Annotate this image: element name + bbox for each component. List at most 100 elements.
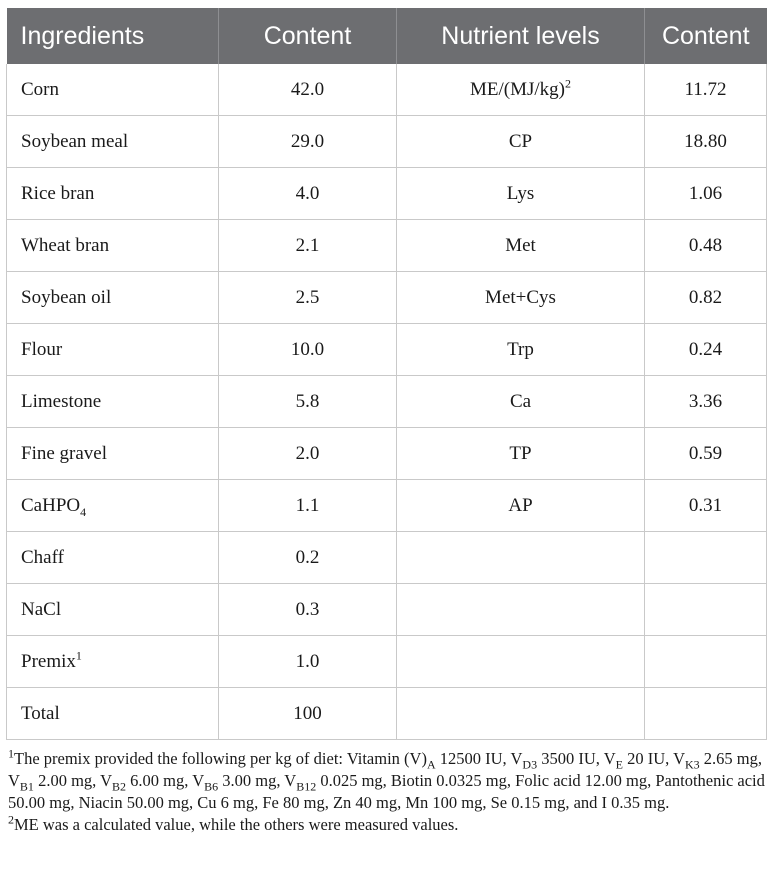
content-cell: 2.1 — [218, 219, 397, 272]
ingredient-cell-text: Premix — [21, 650, 76, 672]
ingredient-cell: Flour — [6, 323, 219, 376]
nutrient-cell-text: Ca — [509, 390, 532, 412]
content-cell: 2.0 — [218, 427, 397, 480]
ingredient-cell: Wheat bran — [6, 219, 219, 272]
table-row: Soybean oil 2.5 Met+Cys 0.82 — [6, 271, 767, 324]
ingredient-cell-text: Rice bran — [21, 182, 95, 204]
footnote-text-part: 3.00 mg, V — [218, 771, 297, 790]
content-cell-text: 5.8 — [295, 390, 320, 412]
nutrient-value-cell — [644, 583, 767, 636]
diet-composition-table: Ingredients Content Nutrient levels Cont… — [6, 8, 767, 740]
header-ingredients: Ingredients — [6, 8, 219, 64]
footnote-text-part: 20 IU, V — [622, 749, 685, 768]
content-cell-text: 2.5 — [295, 286, 320, 308]
nutrient-cell — [396, 583, 645, 636]
table-row: Flour 10.0 Trp 0.24 — [6, 323, 767, 376]
table-row: Rice bran 4.0 Lys 1.06 — [6, 167, 767, 220]
content-cell: 5.8 — [218, 375, 397, 428]
nutrient-value-cell: 0.24 — [644, 323, 767, 376]
content-cell: 1.1 — [218, 479, 397, 532]
nutrient-value-cell: 3.36 — [644, 375, 767, 428]
content-cell-text: 1.1 — [295, 494, 320, 516]
content-cell: 100 — [218, 687, 397, 740]
nutrient-value-cell-text: 11.72 — [684, 78, 727, 100]
content-cell: 42.0 — [218, 64, 397, 116]
footnote-text-part: 2.65 mg, V — [8, 749, 762, 790]
nutrient-cell-text: Met — [505, 234, 536, 256]
nutrient-cell: Met+Cys — [396, 271, 645, 324]
nutrient-footnote-mark: 2 — [565, 76, 571, 91]
footnote-subscript: A — [426, 757, 436, 772]
nutrient-cell-text: Lys — [506, 182, 535, 204]
table-row: NaCl 0.3 — [6, 583, 767, 636]
nutrient-cell: Lys — [396, 167, 645, 220]
nutrient-value-cell-text: 1.06 — [688, 182, 723, 204]
footnote-subscript: K3 — [684, 757, 700, 772]
content-cell-text: 0.2 — [295, 546, 320, 568]
nutrient-cell: Ca — [396, 375, 645, 428]
ingredient-cell-text: Corn — [21, 78, 59, 100]
table-row: Limestone 5.8 Ca 3.36 — [6, 375, 767, 428]
footnote-2: 2ME was a calculated value, while the ot… — [8, 814, 766, 836]
content-cell: 1.0 — [218, 635, 397, 688]
footnote-1-mark: 1 — [8, 746, 14, 761]
nutrient-cell-text: AP — [508, 494, 533, 516]
header-nutrient-levels: Nutrient levels — [396, 8, 645, 64]
table-row: Chaff 0.2 — [6, 531, 767, 584]
footnote-text-part: 3500 IU, V — [537, 749, 616, 768]
table-row: Soybean meal 29.0 CP 18.80 — [6, 115, 767, 168]
content-cell-text: 1.0 — [295, 650, 320, 672]
nutrient-value-cell: 0.59 — [644, 427, 767, 480]
content-cell-text: 0.3 — [295, 598, 320, 620]
ingredient-cell-text: Wheat bran — [21, 234, 110, 256]
footnote-1-text: The premix provided the following per kg… — [8, 749, 765, 812]
footnote-text-part: 6.00 mg, V — [126, 771, 205, 790]
content-cell-text: 2.1 — [295, 234, 320, 256]
footnotes: 1The premix provided the following per k… — [6, 748, 766, 836]
ingredient-cell-text: Flour — [21, 338, 63, 360]
footnote-text-part: 2.00 mg, V — [33, 771, 113, 790]
content-cell: 0.2 — [218, 531, 397, 584]
footnote-text-part: 0.025 mg, Biotin 0.0325 mg, Folic acid 1… — [8, 771, 765, 812]
nutrient-cell-text: CP — [508, 130, 533, 152]
nutrient-value-cell-text: 0.48 — [688, 234, 723, 256]
content-cell-text: 42.0 — [290, 78, 325, 100]
content-cell-text: 100 — [293, 702, 322, 724]
nutrient-cell — [396, 687, 645, 740]
footnote-subscript: D3 — [522, 757, 538, 772]
nutrient-cell: TP — [396, 427, 645, 480]
ingredient-cell-text: Limestone — [21, 390, 102, 412]
table-container: Ingredients Content Nutrient levels Cont… — [6, 8, 767, 836]
nutrient-value-cell: 11.72 — [644, 64, 767, 116]
ingredient-cell: Limestone — [6, 375, 219, 428]
nutrient-value-cell-text: 3.36 — [688, 390, 723, 412]
header-content-2: Content — [644, 8, 767, 64]
ingredient-cell: Rice bran — [6, 167, 219, 220]
nutrient-value-cell: 18.80 — [644, 115, 767, 168]
table-row: Wheat bran 2.1 Met 0.48 — [6, 219, 767, 272]
nutrient-cell-text: Met+Cys — [485, 286, 556, 308]
nutrient-cell: Trp — [396, 323, 645, 376]
ingredient-cell-text: Soybean oil — [21, 286, 112, 308]
header-content: Content — [218, 8, 397, 64]
ingredient-cell-text: NaCl — [21, 598, 62, 620]
nutrient-cell: AP — [396, 479, 645, 532]
content-cell: 10.0 — [218, 323, 397, 376]
nutrient-value-cell-text: 0.31 — [688, 494, 723, 516]
nutrient-cell-text: TP — [509, 442, 532, 464]
ingredient-subscript: 4 — [80, 504, 87, 519]
nutrient-cell — [396, 531, 645, 584]
nutrient-value-cell: 1.06 — [644, 167, 767, 220]
table-row: Premix1 1.0 — [6, 635, 767, 688]
nutrient-value-cell-text: 18.80 — [684, 130, 727, 152]
content-cell-text: 2.0 — [295, 442, 320, 464]
nutrient-cell: ME/(MJ/kg)2 — [396, 64, 645, 116]
content-cell-text: 10.0 — [290, 338, 325, 360]
footnote-1: 1The premix provided the following per k… — [8, 748, 766, 814]
ingredient-cell: Chaff — [6, 531, 219, 584]
nutrient-cell-text: Trp — [507, 338, 534, 360]
content-cell-text: 29.0 — [290, 130, 325, 152]
nutrient-value-cell-text: 0.82 — [688, 286, 723, 308]
nutrient-value-cell-text: 0.24 — [688, 338, 723, 360]
nutrient-value-cell — [644, 531, 767, 584]
